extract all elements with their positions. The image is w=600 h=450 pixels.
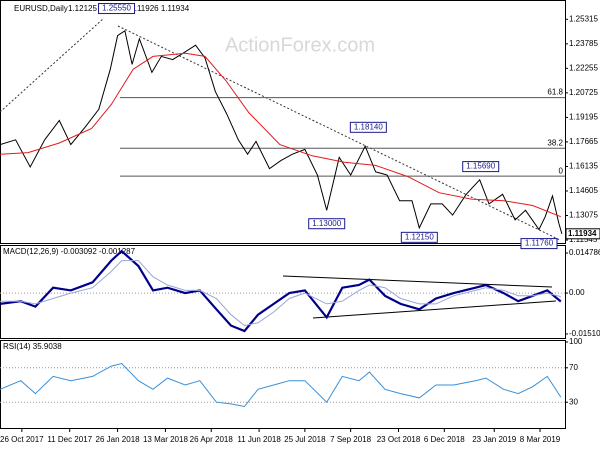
annotation-label: 1.18140 (354, 122, 383, 131)
trend-line (117, 25, 561, 241)
x-tick-label: 13 Mar 2018 (143, 435, 188, 444)
annotation-box (462, 161, 500, 173)
y-tick-label: 1.13075 (569, 211, 598, 220)
x-tick-label: 6 Dec 2018 (424, 435, 465, 444)
y-tick-label: 1.22255 (569, 63, 598, 72)
y-tick-label: 1.11545 (569, 235, 598, 244)
x-tick-label: 11 Dec 2017 (47, 435, 92, 444)
x-tick-label: 26 Apr 2018 (190, 435, 234, 444)
x-tick-label: 8 Mar 2019 (520, 435, 561, 444)
macd-title: MACD(12,26,9) -0.003092 -0.001287 (3, 247, 136, 256)
annotation-label: 1.12150 (405, 232, 434, 241)
level-label: 0 (559, 166, 564, 175)
series-line (0, 260, 561, 327)
series-line (0, 52, 561, 218)
y-tick-label: 0.00 (569, 288, 585, 297)
price-pane (0, 0, 566, 244)
y-tick-label: 1.17665 (569, 137, 598, 146)
trend-line (282, 275, 553, 288)
x-tick-label: 25 Jul 2018 (284, 435, 326, 444)
x-tick-label: 23 Jan 2019 (472, 435, 517, 444)
x-tick-label: 26 Oct 2017 (0, 435, 44, 444)
annotation-label: 1.15690 (466, 162, 495, 171)
last-value-label: 1.11934 (568, 229, 597, 238)
level-label: 61.8 (547, 88, 563, 97)
annotation-box (400, 231, 438, 243)
level-label: 38.2 (547, 138, 563, 147)
series-line (0, 249, 562, 333)
x-tick-label: 7 Sep 2018 (330, 435, 371, 444)
annotation-label: 1.25550 (102, 4, 131, 13)
x-tick-label: 23 Oct 2018 (377, 435, 421, 444)
annotation-box (349, 121, 387, 133)
watermark: ActionForex.com (225, 34, 375, 56)
y-tick-label: 1.25315 (569, 14, 598, 23)
last-value-box (565, 228, 600, 240)
annotation-label: 1.13000 (312, 219, 341, 228)
trend-line (0, 17, 105, 113)
y-tick-label: 1.23785 (569, 39, 598, 48)
rsi-pane (0, 340, 566, 429)
annotation-box (308, 218, 346, 230)
annotation-box (98, 3, 136, 15)
macd-pane (0, 245, 566, 339)
rsi-title: RSI(14) 35.9038 (3, 342, 62, 351)
chart-title: EURUSD,Daily (14, 4, 68, 13)
annotation-box (520, 238, 558, 250)
y-tick-label: 0.014786 (569, 248, 600, 257)
x-tick-label: 26 Jan 2018 (96, 435, 141, 444)
y-tick-label: 1.16135 (569, 162, 598, 171)
y-tick-label: 100 (569, 337, 583, 346)
y-tick-label: -0.015107 (569, 329, 600, 338)
annotation-label: 1.11760 (525, 239, 554, 248)
series-line (0, 362, 562, 408)
series-line (0, 29, 563, 235)
x-tick-label: 11 Jun 2018 (237, 435, 281, 444)
trend-line (312, 300, 557, 319)
y-tick-label: 30 (569, 397, 578, 406)
y-tick-label: 1.19195 (569, 113, 598, 122)
y-tick-label: 1.20725 (569, 88, 598, 97)
y-tick-label: 1.14605 (569, 186, 598, 195)
y-tick-label: 70 (569, 363, 578, 372)
